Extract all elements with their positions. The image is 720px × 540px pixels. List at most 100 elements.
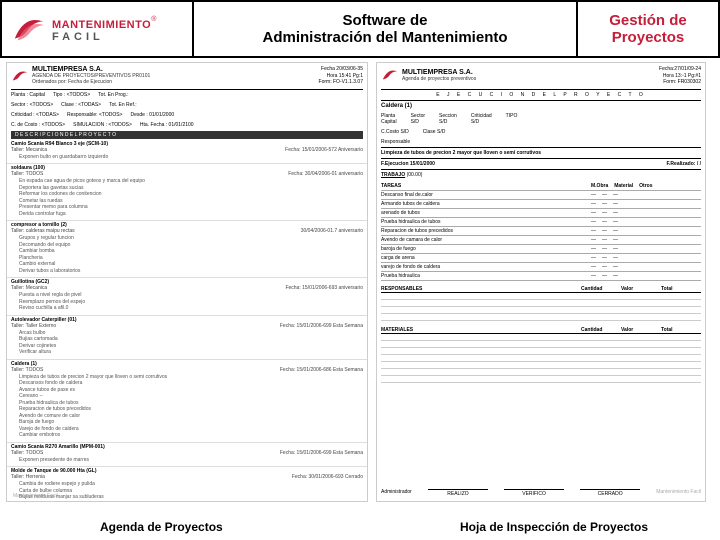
entry: Camio Scania R270 Amarillo (MPM-001) Tal…	[7, 443, 367, 468]
f-real: F.Realizado: / /	[667, 161, 701, 167]
logo-sub-text: FACIL	[52, 32, 156, 43]
info-hasta: Hta. Fecha : 01/01/2100	[140, 122, 194, 128]
mat-row	[381, 355, 701, 362]
info-clase: Clase : <TODAS>	[61, 102, 101, 108]
info-row-2: Sector : <TODOS> Clase : <TODAS> Tot. En…	[7, 100, 367, 110]
doc-left-footer-brand: Mantenimiento Facil	[13, 493, 58, 499]
meta-fecha: Fecha 20/03/06-35	[319, 66, 363, 73]
info-crit: Criticidad : <TODAS>	[11, 112, 59, 118]
info-row-3: Criticidad : <TODAS> Responsable: <TODOS…	[7, 110, 367, 120]
info-right-1: PlantaCapital SectorS/D SeccionS/D Criti…	[377, 111, 705, 127]
signature-row: Administrador REALIZO VERIFICO CERRADO M…	[381, 489, 701, 497]
sig-verifico: VERIFICO	[504, 489, 564, 497]
title-line-2: Administración del Mantenimiento	[262, 29, 507, 46]
entry: Molde de Tanque de 90.000 Hta (GL) Talle…	[7, 467, 367, 502]
trabajo-code: (00.00)	[407, 172, 423, 178]
mat-row	[381, 348, 701, 355]
sig-realizo: REALIZO	[428, 489, 488, 497]
tareas-label: TAREAS	[381, 183, 591, 189]
entry: soldaura (100) Taller: TODOSFecha: 30/04…	[7, 164, 367, 221]
info-right-2: C.Costo S/D Clase S/D	[377, 127, 705, 137]
info-totprog: Tot. En Prog.:	[98, 92, 128, 98]
sig-cerrado: CERRADO	[580, 489, 640, 497]
resp-head: RESPONSABLES Cantidad Valor Total	[381, 286, 701, 293]
r-ccosto: C.Costo S/D	[381, 129, 409, 135]
trabajo-label: TRABAJO	[381, 172, 405, 178]
title-line-1: Software de	[342, 12, 427, 29]
task-row: Armando tubos de caldera———	[381, 200, 701, 209]
r-seccion: SeccionS/D	[439, 113, 457, 125]
doc-left-header: MULTIEMPRESA S.A. AGENDA DE PROYECTOS/PR…	[7, 63, 367, 89]
info-right-3: Responsable	[377, 137, 705, 147]
doc-right-meta: Fecha:27/01/09-24 Hora 13:-1 Pg:#1 Form:…	[659, 66, 701, 86]
title-cell: Software de Administración del Mantenimi…	[194, 2, 578, 56]
logo-main-text: MANTENIMIENTO	[52, 19, 151, 31]
right-line-1: Gestión de	[609, 12, 687, 29]
info-ccosto: C. de Costo : <TODOS>	[11, 122, 65, 128]
right-line-2: Proyectos	[612, 29, 685, 46]
entry: Autolevador Caterpiller (01) Taller: Tal…	[7, 316, 367, 360]
meta-form-r: Form: FR030302	[659, 79, 701, 86]
doc-left-meta: Fecha 20/03/06-35 Hora 15:41 Pg:1 Form: …	[319, 66, 363, 86]
task-col-headers: M.Obra Material Otros	[591, 183, 701, 189]
mini-swoosh-icon-r	[381, 66, 399, 84]
fechas-row: F.Ejecucion 15/01/2000 F.Realizado: / /	[377, 159, 705, 169]
entry: Camio Scania R94 Blanco 3 eje (SCM-10) T…	[7, 140, 367, 165]
task-row: varejo de fondo de caldera———	[381, 263, 701, 272]
resp-label: RESPONSABLES	[381, 286, 581, 292]
task-row: Prueba hidraulica———	[381, 272, 701, 281]
info-tipo: Tipo : <TODOS>	[53, 92, 90, 98]
doc-left-sub2: Ordenados por: Fecha de Ejecucion	[32, 79, 150, 85]
task-row: Avendo de camara de calor———	[381, 236, 701, 245]
r-tipo: TIPO	[506, 113, 518, 125]
exec-title: E J E C U C I O N D E L P R O Y E C T O	[377, 90, 705, 100]
task-row: Prueba hidraulica de tubos———	[381, 218, 701, 227]
task-section: TAREAS M.Obra Material Otros Descanso fi…	[377, 180, 705, 283]
info-planta: Planta : Capital	[11, 92, 45, 98]
meta-form: Form: FO-V1.1.3.07	[319, 79, 363, 86]
info-row-4: C. de Costo : <TODOS> SIMULACION : <TODO…	[7, 120, 367, 130]
mat-label: MATERIALES	[381, 327, 581, 333]
task-row: Reparacion de tubos precedidos———	[381, 227, 701, 236]
mini-swoosh-icon	[11, 67, 29, 85]
header-bar: MANTENIMIENTO® FACIL Software de Adminis…	[0, 0, 720, 58]
r-resp: Responsable	[381, 139, 410, 145]
trabajo-row: TRABAJO (00.00)	[377, 170, 705, 180]
content-area: MULTIEMPRESA S.A. AGENDA DE PROYECTOS/PR…	[0, 58, 720, 508]
mat-row	[381, 376, 701, 383]
resp-row	[381, 307, 701, 314]
task-row: Descanso final de.calor———	[381, 191, 701, 200]
instruccion: Limpieza de tubos de precion 2 mayor que…	[377, 148, 705, 158]
tareas-container: Descanso final de.calor———Armando tubos …	[381, 191, 701, 281]
doc-left-company: MULTIEMPRESA S.A.	[32, 66, 150, 73]
doc-right-sub: Agenda de proyectos preventivos	[402, 76, 476, 82]
resp-row	[381, 314, 701, 321]
doc-left-logo: MULTIEMPRESA S.A. AGENDA DE PROYECTOS/PR…	[11, 66, 150, 85]
doc-right-header: MULTIEMPRESA S.A. Agenda de proyectos pr…	[377, 63, 705, 89]
entries-container: Camio Scania R94 Blanco 3 eje (SCM-10) T…	[7, 140, 367, 503]
responsables-section: RESPONSABLES Cantidad Valor Total	[377, 283, 705, 324]
resp-row	[381, 293, 701, 300]
info-totref: Tot. En Ref.:	[109, 102, 137, 108]
mat-row	[381, 362, 701, 369]
task-row: arenado de tubos———	[381, 209, 701, 218]
info-sector: Sector : <TODOS>	[11, 102, 53, 108]
entry: Caldera (1) Taller: TODOSFecha: 15/01/20…	[7, 360, 367, 443]
entry: compresor a tornillo (2) Taller: caldera…	[7, 221, 367, 278]
mat-head: MATERIALES Cantidad Valor Total	[381, 327, 701, 334]
logo-registered: ®	[151, 16, 156, 23]
info-sim: SIMULACION : <TODOS>	[73, 122, 132, 128]
caption-left: Agenda de Proyectos	[100, 520, 223, 534]
info-resp: Responsable: <TODOS>	[67, 112, 123, 118]
task-row: carga de arena———	[381, 254, 701, 263]
task-header: TAREAS M.Obra Material Otros	[381, 182, 701, 191]
section-bar: D E S C R I P C I O N D E L P R O Y E C …	[11, 131, 363, 139]
info-desde: Desde : 01/01/2000	[130, 112, 174, 118]
r-sector: SectorS/D	[411, 113, 425, 125]
entry: Guillotina (GC2) Taller: MecanicaFecha: …	[7, 278, 367, 316]
f-ejec: F.Ejecucion 15/01/2000	[381, 161, 435, 167]
mat-row	[381, 341, 701, 348]
mat-row	[381, 369, 701, 376]
doc-agenda: MULTIEMPRESA S.A. AGENDA DE PROYECTOS/PR…	[6, 62, 368, 502]
resp-row	[381, 300, 701, 307]
